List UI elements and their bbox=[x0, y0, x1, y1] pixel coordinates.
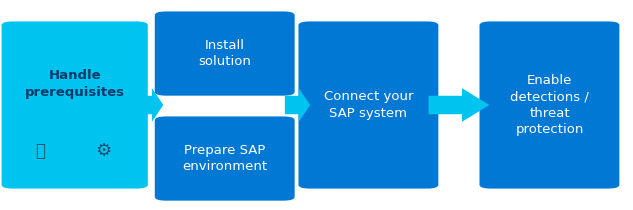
Polygon shape bbox=[138, 88, 163, 122]
Text: Install
solution: Install solution bbox=[198, 39, 251, 68]
Text: ⚙: ⚙ bbox=[95, 142, 111, 160]
FancyBboxPatch shape bbox=[154, 11, 294, 96]
FancyBboxPatch shape bbox=[298, 21, 438, 189]
Text: Enable
detections /
threat
protection: Enable detections / threat protection bbox=[510, 74, 589, 136]
Text: Handle
prerequisites: Handle prerequisites bbox=[25, 69, 125, 99]
Text: Prepare SAP
environment: Prepare SAP environment bbox=[182, 144, 267, 173]
Polygon shape bbox=[285, 88, 310, 122]
FancyBboxPatch shape bbox=[480, 21, 619, 189]
Text: ⛨: ⛨ bbox=[35, 142, 45, 160]
FancyBboxPatch shape bbox=[154, 116, 294, 201]
Text: Connect your
SAP system: Connect your SAP system bbox=[323, 90, 413, 120]
FancyBboxPatch shape bbox=[1, 21, 147, 189]
Polygon shape bbox=[429, 88, 489, 122]
